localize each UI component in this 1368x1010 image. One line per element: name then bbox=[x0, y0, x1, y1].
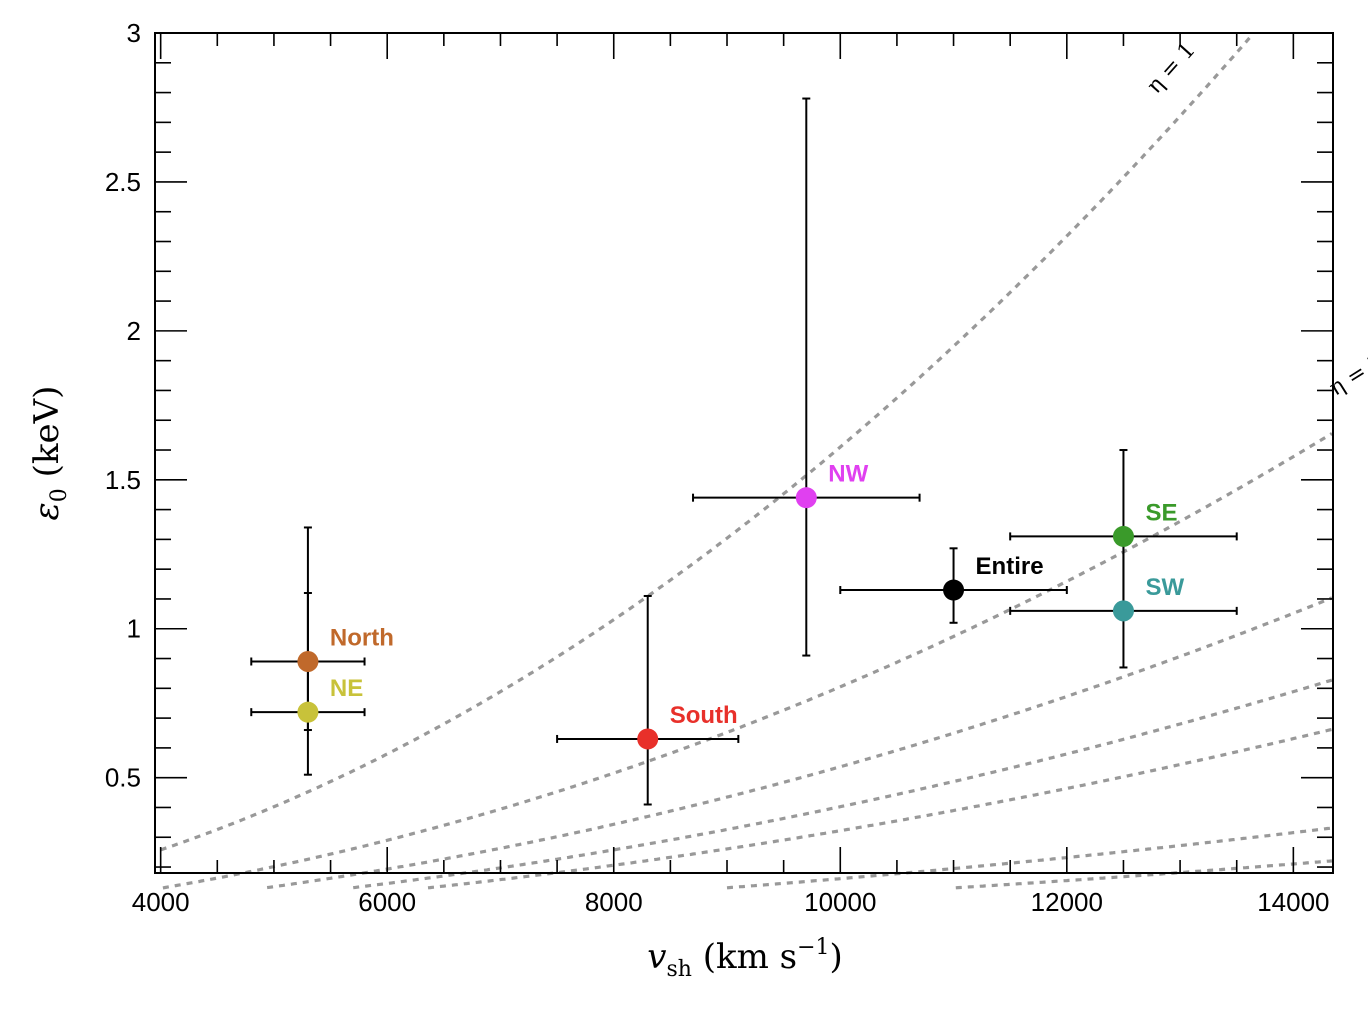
y-axis-title-main: ε bbox=[27, 502, 67, 520]
point-label-sw: SW bbox=[1145, 574, 1184, 601]
eta-curve bbox=[160, 33, 1254, 852]
x-tick-label: 14000 bbox=[1257, 887, 1329, 917]
data-point-nw bbox=[795, 487, 817, 509]
y-axis-ticks bbox=[155, 32, 1333, 868]
eta-curve-labels: η = 1η = 2η = 3η = 4η = 5η = 10η = 15 bbox=[1142, 38, 1368, 402]
point-label-ne: NE bbox=[330, 675, 363, 702]
x-axis-title-sub: sh bbox=[666, 957, 691, 982]
x-tick-label: 12000 bbox=[1031, 887, 1103, 917]
point-labels: North NE South NW Entire SE SW bbox=[330, 461, 1185, 729]
data-point-ne bbox=[297, 701, 319, 723]
eta-curve-label: η = 2 bbox=[1325, 348, 1368, 401]
y-axis-title-rest: (keV) bbox=[27, 386, 67, 489]
y-tick-label: 1.5 bbox=[105, 465, 141, 495]
y-tick-label: 3 bbox=[127, 18, 141, 48]
y-axis-title-sub: 0 bbox=[47, 488, 72, 502]
x-axis-title-main: v bbox=[647, 937, 666, 977]
x-axis-title-rest: (km s bbox=[692, 937, 797, 977]
y-tick-label: 1 bbox=[127, 614, 141, 644]
eta-curve bbox=[955, 859, 1333, 890]
eta-curves bbox=[160, 33, 1333, 890]
y-axis-tick-labels: 0.5 1 1.5 2 2.5 3 bbox=[105, 18, 141, 793]
x-axis-ticks bbox=[159, 33, 1295, 873]
eta-curve bbox=[352, 678, 1333, 890]
eta-curve bbox=[266, 596, 1333, 890]
y-tick-label: 2 bbox=[127, 316, 141, 346]
point-label-entire: Entire bbox=[976, 553, 1044, 580]
data-point-north bbox=[297, 651, 319, 673]
x-tick-label: 8000 bbox=[585, 887, 643, 917]
y-tick-label: 2.5 bbox=[105, 167, 141, 197]
data-point-sw bbox=[1112, 600, 1134, 622]
point-label-north: North bbox=[330, 625, 394, 652]
x-tick-label: 4000 bbox=[132, 887, 190, 917]
x-tick-label: 10000 bbox=[804, 887, 876, 917]
eta-curve bbox=[726, 826, 1333, 890]
x-axis-title-sup: −1 bbox=[797, 935, 829, 960]
point-label-south: South bbox=[670, 702, 738, 729]
data-point-se bbox=[1112, 525, 1134, 547]
data-points bbox=[297, 487, 1134, 750]
eta-curve bbox=[162, 432, 1333, 890]
x-tick-label: 6000 bbox=[358, 887, 416, 917]
x-axis-title: vsh (km s−1) bbox=[647, 935, 843, 982]
plot-frame bbox=[154, 32, 1334, 874]
x-axis-tick-labels: 4000 6000 8000 10000 12000 14000 bbox=[132, 887, 1330, 917]
point-label-se: SE bbox=[1145, 499, 1177, 526]
x-axis-title-close: ) bbox=[830, 937, 843, 977]
data-point-entire bbox=[943, 579, 965, 601]
eta-curve bbox=[427, 727, 1333, 890]
eta-curve-label: η = 1 bbox=[1142, 38, 1200, 99]
point-label-nw: NW bbox=[828, 461, 868, 488]
error-bars bbox=[250, 97, 1238, 806]
y-axis-title: ε0 (keV) bbox=[27, 386, 72, 521]
y-tick-label: 0.5 bbox=[105, 763, 141, 793]
data-point-south bbox=[637, 728, 659, 750]
